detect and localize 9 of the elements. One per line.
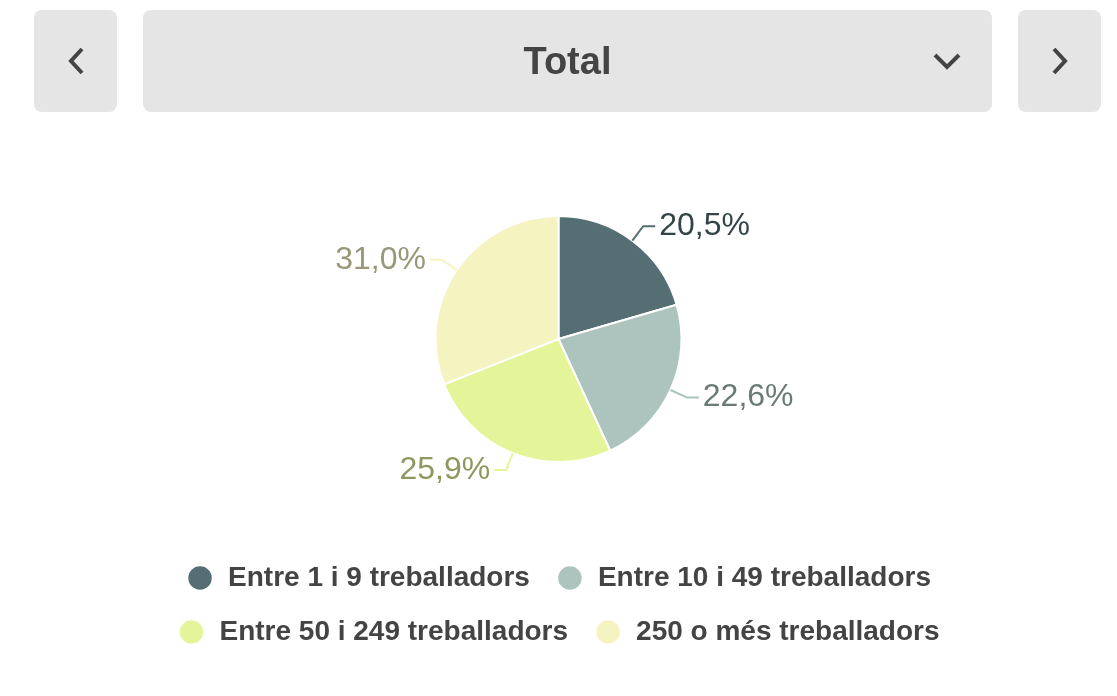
- legend-label: Entre 10 i 49 treballadors: [597, 560, 931, 592]
- legend-label: Entre 1 i 9 treballadors: [228, 560, 530, 592]
- legend-label: Entre 50 i 249 treballadors: [219, 614, 569, 646]
- data-label: 31,0%: [335, 239, 426, 276]
- data-label: 20,5%: [659, 206, 750, 243]
- data-label: 25,9%: [399, 449, 491, 486]
- data-label: 22,6%: [702, 377, 794, 414]
- legend-label: 250 o més treballadors: [636, 614, 940, 646]
- chart-title: Total: [523, 39, 612, 83]
